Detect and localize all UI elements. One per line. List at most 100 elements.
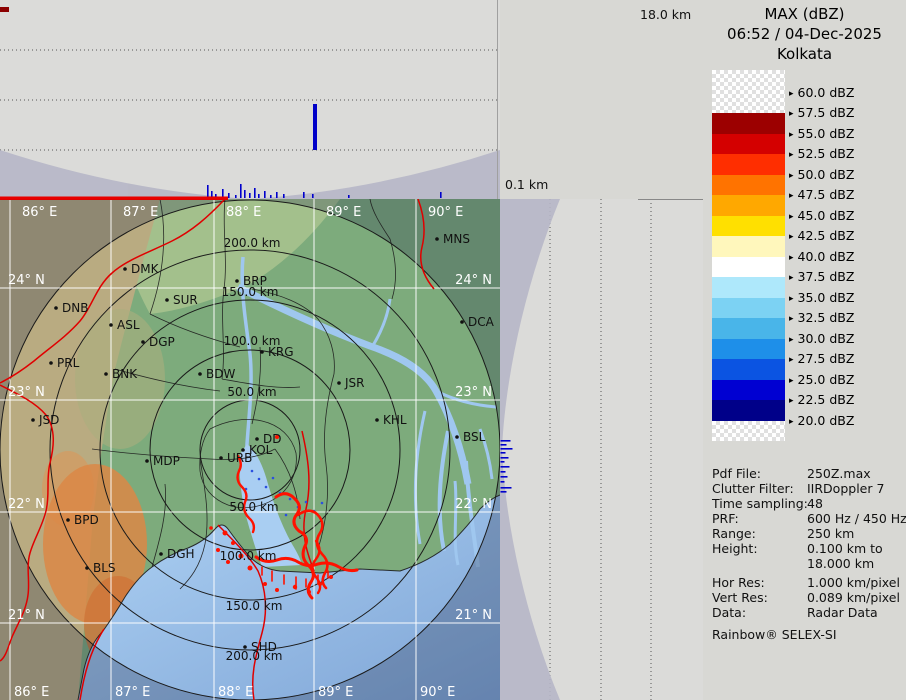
lat-label-left: 23° N [8, 385, 45, 400]
station-label-PRL: PRL [57, 356, 80, 370]
station-dot-SUR [165, 298, 169, 302]
dbz-colorbar [712, 70, 785, 441]
dbz-tick-label: ▸22.5 dBZ [789, 392, 854, 407]
station-label-DMK: DMK [131, 262, 160, 276]
dbz-band [712, 318, 785, 339]
lon-label-top: 89° E [326, 205, 361, 220]
lon-label-top: 86° E [22, 205, 57, 220]
top-echo-spike [228, 193, 230, 198]
lat-label-right: 21° N [455, 608, 492, 623]
info-row: 18.000 km [712, 556, 904, 571]
product-info-rows: Pdf File:250Z.maxClutter Filter:IIRDoppl… [712, 466, 904, 620]
right-echo-spike [501, 491, 507, 493]
dbz-band [712, 113, 785, 134]
station-dot-JSR [337, 381, 341, 385]
top-echo-spike [264, 191, 266, 198]
lat-label-right: 23° N [455, 385, 492, 400]
info-value: 0.100 km to [807, 541, 883, 556]
dbz-band [712, 236, 785, 257]
dbz-tick-label: ▸55.0 dBZ [789, 126, 854, 141]
station-label-URB: URB [227, 451, 252, 465]
top-echo-spike [312, 194, 314, 198]
dbz-band [712, 421, 785, 442]
info-label: Vert Res: [712, 590, 807, 605]
station-dot-MNS [435, 237, 439, 241]
info-label [712, 556, 807, 571]
lat-label-left: 24° N [8, 273, 45, 288]
top-echo-spike [235, 195, 237, 198]
top-echo-spike [249, 193, 251, 198]
station-label-JSD: JSD [38, 413, 59, 427]
station-label-DCA: DCA [468, 315, 495, 329]
lat-label-left: 22° N [8, 497, 45, 512]
right-cross-section-panel [500, 199, 703, 700]
top-echo-spike [244, 190, 246, 198]
station-dot-PRL [49, 361, 53, 365]
station-label-MNS: MNS [443, 232, 470, 246]
tick-arrow-icon: ▸ [789, 212, 794, 222]
dbz-band [712, 195, 785, 216]
station-label-DGH: DGH [167, 547, 195, 561]
station-dot-DCA [460, 320, 464, 324]
top-echo-spike [283, 194, 285, 198]
radar-display: 200.0 km150.0 km100.0 km50.0 km50.0 km10… [0, 0, 906, 700]
info-label: Hor Res: [712, 575, 807, 590]
station-label-BDW: BDW [206, 367, 235, 381]
station-label-BNK: BNK [112, 367, 138, 381]
station-dot-DD [255, 437, 259, 441]
lat-label-right: 22° N [455, 497, 492, 512]
dbz-band [712, 175, 785, 196]
top-echo-spike [240, 184, 242, 198]
info-label: PRF: [712, 511, 807, 526]
right-echo-spike [501, 471, 506, 473]
lon-label-bottom: 86° E [14, 685, 49, 700]
info-row: Hor Res:1.000 km/pixel [712, 575, 904, 590]
radar-map: 200.0 km150.0 km100.0 km50.0 km50.0 km10… [0, 199, 500, 700]
dbz-tick-label: ▸27.5 dBZ [789, 351, 854, 366]
station-dot-BPD [66, 518, 70, 522]
info-value: 1.000 km/pixel [807, 575, 900, 590]
info-label: Clutter Filter: [712, 481, 807, 496]
right-echo-spike [501, 481, 505, 483]
tick-arrow-icon: ▸ [789, 376, 794, 386]
right-echo-spike [501, 457, 509, 459]
height-axis-max-label: 18.0 km [640, 7, 691, 22]
station-label-DNB: DNB [62, 301, 88, 315]
dbz-band [712, 298, 785, 319]
ring-distance-label: 50.0 km [229, 500, 278, 514]
station-dot-BLS [85, 566, 89, 570]
station-dot-BNK [104, 372, 108, 376]
info-value: IIRDoppler 7 [807, 481, 884, 496]
dbz-tick-label: ▸50.0 dBZ [789, 167, 854, 182]
station-label-SUR: SUR [173, 293, 198, 307]
radar-station-name: Kolkata [703, 44, 906, 64]
dbz-band [712, 70, 785, 113]
dbz-tick-label: ▸20.0 dBZ [789, 413, 854, 428]
station-dot-DGP [141, 340, 145, 344]
dbz-band [712, 154, 785, 175]
station-dot-JSD [31, 418, 35, 422]
tick-arrow-icon: ▸ [789, 355, 794, 365]
tick-arrow-icon: ▸ [789, 109, 794, 119]
station-label-KRG: KRG [268, 345, 294, 359]
station-dot-MDP [145, 459, 149, 463]
tick-arrow-icon: ▸ [789, 191, 794, 201]
station-label-SHD: SHD [251, 640, 277, 654]
right-echo-spike [501, 466, 510, 468]
station-dot-SHD [243, 645, 247, 649]
tick-arrow-icon: ▸ [789, 171, 794, 181]
ring-distance-label: 200.0 km [224, 236, 281, 250]
product-datetime: 06:52 / 04-Dec-2025 [703, 24, 906, 44]
station-label-KOL: KOL [249, 443, 273, 457]
right-echo-spike [501, 487, 512, 489]
info-row: Vert Res:0.089 km/pixel [712, 590, 904, 605]
info-value: 18.000 km [807, 556, 874, 571]
lon-label-bottom: 88° E [218, 685, 253, 700]
height-axis-min-label: 0.1 km [505, 177, 548, 192]
lon-label-top: 90° E [428, 205, 463, 220]
right-echo-spike [501, 444, 507, 446]
station-dot-URB [219, 456, 223, 460]
info-value: 250Z.max [807, 466, 871, 481]
dbz-band [712, 400, 785, 421]
top-cross-section-panel [0, 0, 500, 199]
